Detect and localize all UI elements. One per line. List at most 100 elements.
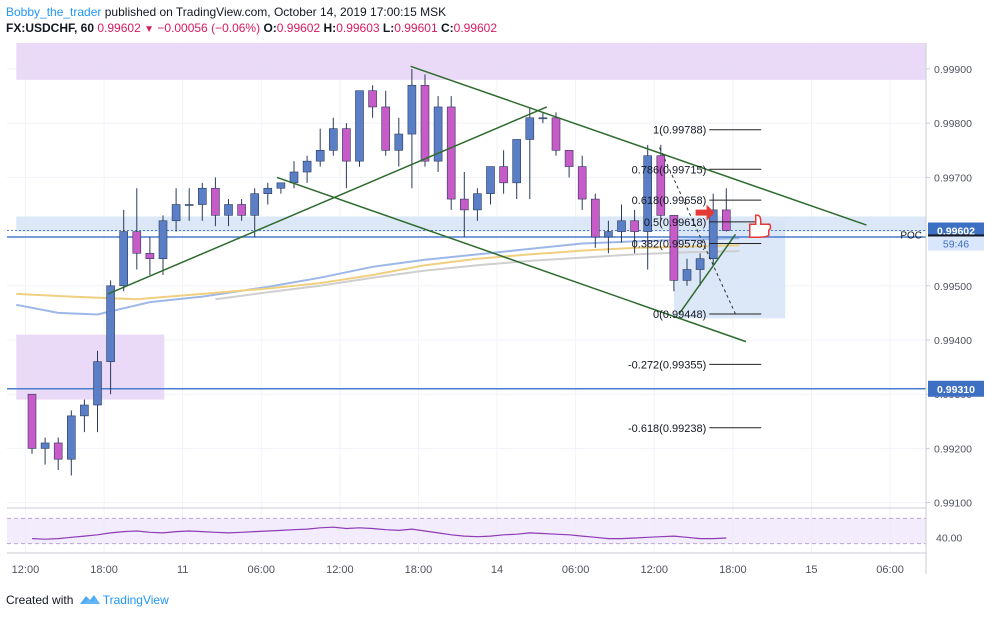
candle-body-17 [250,193,259,216]
candle-body-9 [145,252,155,259]
symbol-label: FX:USDCHF, 60 [6,21,95,35]
fib-connector-line [659,147,736,315]
trendline-1 [276,176,747,343]
candle-body-49 [669,215,679,281]
ma-gold-line [16,244,740,301]
candle-body-8 [132,231,142,254]
candle-body-27 [381,106,391,151]
candle-body-1 [40,442,50,449]
candle-body-39 [538,117,548,120]
time-tick-label-3: 06:00 [247,564,275,576]
fib-level-label-3: 0.5(0.99618) [644,217,706,229]
candle-body-28 [394,133,404,151]
time-tick-label-1: 18:00 [90,564,118,576]
candle-body-23 [328,128,338,151]
red-arrow-icon [695,204,715,221]
candle-body-34 [473,193,482,211]
indicator-line [31,526,727,540]
price-tick-label-1: 0.99800 [934,118,972,130]
candle-body-41 [564,150,574,167]
last-price: 0.99602 [97,21,141,35]
fib-level-label-1: 0.786(0.99715) [632,164,707,176]
candle-body-26 [368,90,377,108]
candle-body-47 [643,155,653,232]
candle-body-42 [577,166,587,200]
time-tick-label-10: 15 [805,564,817,576]
candle-body-40 [551,117,561,151]
price-tick-label-6: 0.99200 [934,443,972,455]
fib-level-label-6: -0.272(0.99355) [628,359,706,371]
fib-level-label-4: 0.382(0.99578) [632,239,707,251]
time-tick-label-5: 18:00 [405,564,433,576]
high-label: H: [323,21,337,35]
time-tick-label-9: 18:00 [719,564,747,576]
indicator-band [7,518,926,544]
candle-body-15 [224,204,233,216]
candle-body-24 [342,128,351,162]
candle-body-14 [211,187,220,216]
price-tick-label-7: 0.99100 [934,498,972,510]
candle-body-53 [721,209,731,231]
fib-level-label-5: 0(0.99448) [653,309,706,321]
open-label: O: [263,21,277,35]
candle-body-45 [617,220,626,232]
time-tick-label-11: 06:00 [876,564,904,576]
candle-body-37 [512,139,522,184]
price-chart[interactable]: 1(0.99788) 0.786(0.99715) 0.618(0.99658) 0.… [0,40,988,580]
countdown-box [928,236,984,251]
trendline-3 [678,233,737,315]
candle-body-50 [682,269,692,281]
publisher-line: Bobby_the_trader published on TradingVie… [6,4,982,20]
trendline-0 [410,65,867,226]
fib-level-label-2: 0.618(0.99658) [632,195,707,207]
price-tick-label-0: 0.99900 [934,64,972,76]
time-tick-label-2: 11 [177,564,188,576]
tradingview-logo-icon [79,595,100,604]
thumbs-up-icon [748,214,772,239]
candle-body-3 [67,415,76,460]
down-arrow-icon: ▼ [144,24,154,35]
candle-body-7 [119,231,128,287]
time-tick-label-0: 12:00 [12,564,40,576]
candle-body-16 [237,204,246,216]
price-change: −0.00056 (−0.06%) [157,21,261,35]
candle-body-52 [708,209,718,259]
candle-body-31 [433,106,443,162]
low-label: L: [382,21,395,35]
trendline-2 [107,106,548,295]
tradingview-link[interactable]: TradingView [102,593,169,607]
candle-body-11 [171,204,181,222]
countdown-label: 59:46 [943,238,969,250]
candle-body-20 [289,171,299,184]
open-value: 0.99602 [276,21,321,35]
candle-body-44 [604,231,613,238]
candle-body-48 [656,155,666,216]
candle-body-6 [106,285,115,362]
time-tick-label-4: 12:00 [326,564,354,576]
indicator-tick-label: 40.00 [936,532,962,544]
time-tick-label-8: 12:00 [640,564,668,576]
candle-body-38 [525,117,535,140]
price-tick-label-4: 0.99400 [934,335,972,347]
price-label-text-2: 0.99310 [937,384,975,396]
close-label: C: [440,21,454,35]
candle-body-22 [315,150,325,162]
candle-body-46 [630,220,639,232]
candle-body-2 [53,442,63,460]
created-with-text: Created with [6,593,74,607]
published-text: published on TradingView.com, October 14… [104,5,447,19]
candle-body-25 [355,90,364,162]
candle-body-51 [695,258,705,270]
fib-level-label-0: 1(0.99788) [653,125,706,137]
candle-body-5 [93,361,102,406]
candle-body-29 [407,84,417,135]
time-tick-label-7: 06:00 [562,564,590,576]
candle-body-10 [158,220,168,259]
publisher-name[interactable]: Bobby_the_trader [6,5,102,19]
candle-body-19 [276,182,286,189]
candle-body-32 [446,106,456,200]
candle-body-43 [590,198,600,238]
candle-body-13 [198,187,207,205]
time-tick-label-6: 14 [491,564,503,576]
candle-body-21 [302,160,312,173]
